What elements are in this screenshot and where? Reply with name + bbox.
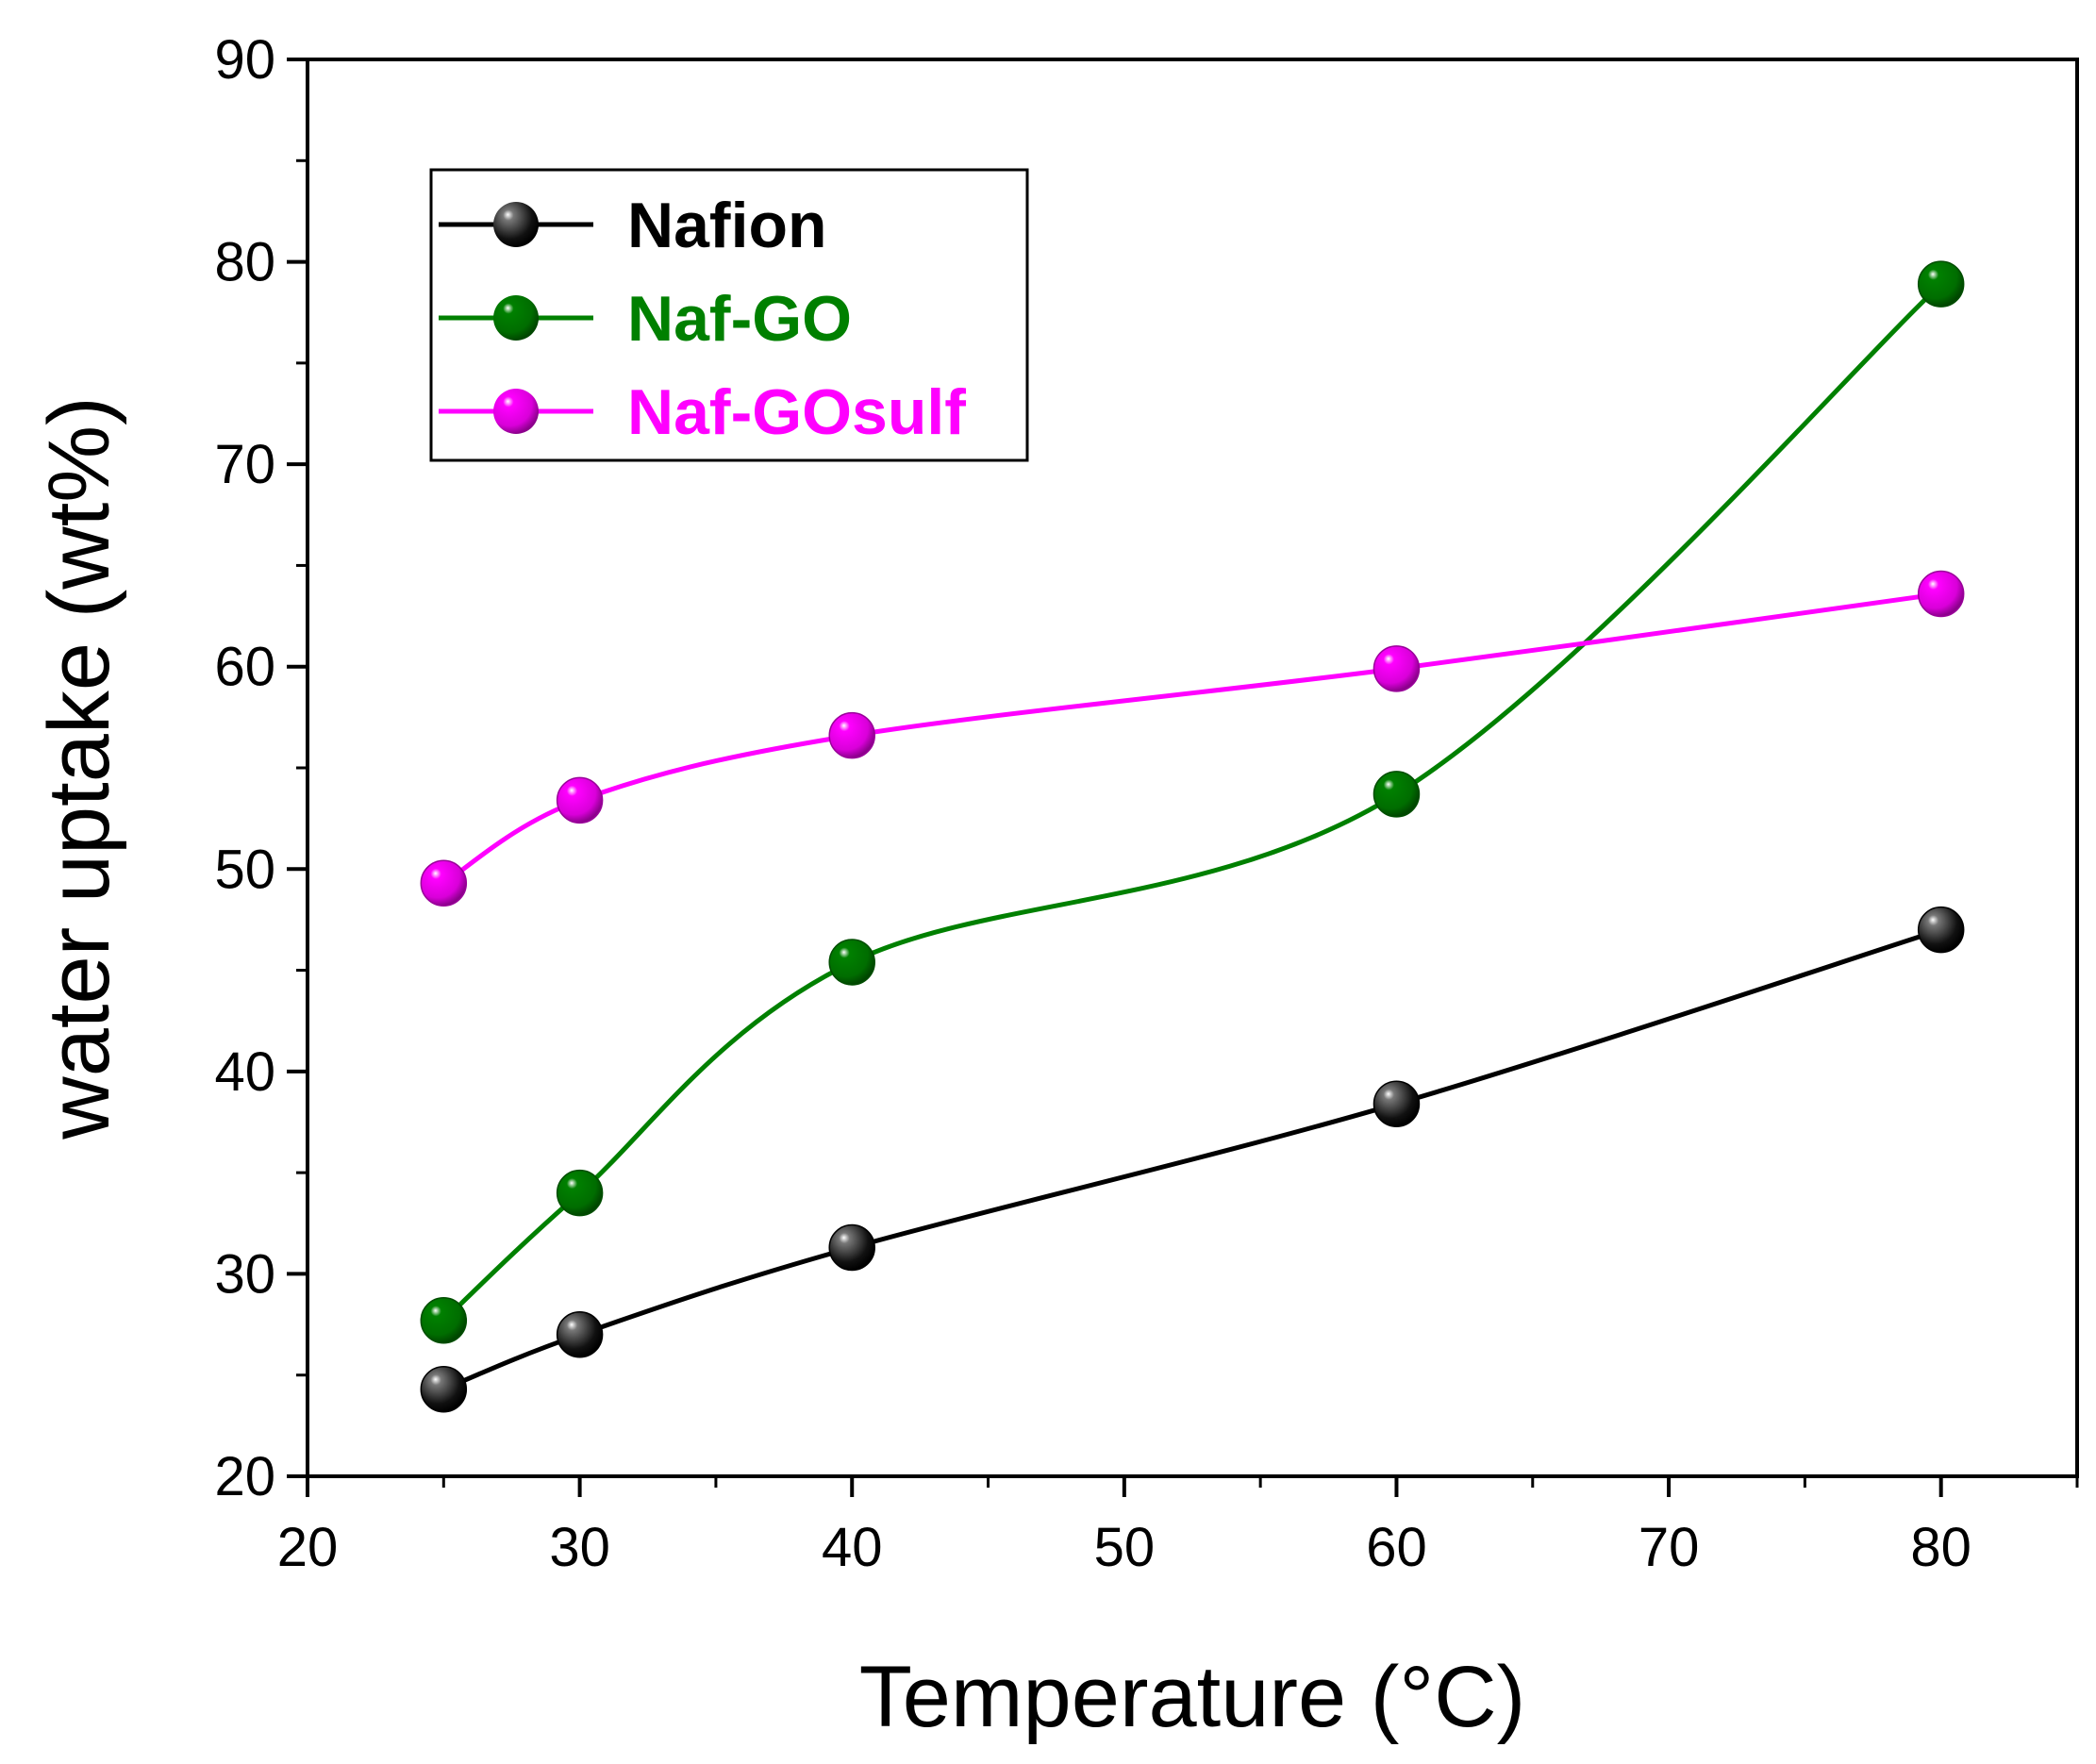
series-line-naf-gosulf [442, 591, 1942, 886]
y-tick-label: 40 [214, 1041, 275, 1103]
x-tick-label: 80 [1910, 1517, 1971, 1578]
y-tick-label: 90 [214, 29, 275, 91]
data-point-naf-gosulf [420, 859, 468, 907]
x-tick-label: 30 [549, 1517, 610, 1578]
data-point-naf-go [420, 1297, 468, 1344]
legend: Nafion Naf-GO Naf-GOsulf [429, 168, 1029, 462]
data-point-nafion [828, 1223, 875, 1272]
series-line-nafion [442, 927, 1942, 1392]
data-point-naf-go [828, 939, 875, 986]
data-point-naf-gosulf [556, 776, 604, 824]
y-tick-label: 80 [214, 232, 275, 293]
legend-label-naf-go: Naf-GO [627, 283, 852, 355]
data-point-nafion [556, 1311, 604, 1358]
data-point-naf-go [1917, 260, 1965, 308]
data-point-naf-gosulf [828, 711, 875, 759]
legend-swatch-marker-nafion [493, 202, 539, 247]
x-tick-label: 70 [1639, 1517, 1700, 1578]
x-tick-label: 20 [277, 1517, 339, 1578]
legend-swatch-marker-naf-go [493, 295, 539, 341]
x-tick-label: 50 [1094, 1517, 1156, 1578]
data-point-nafion [1917, 906, 1965, 954]
legend-swatch-marker-naf-gosulf [493, 389, 539, 434]
y-tick-label: 20 [214, 1446, 275, 1507]
series-markers [420, 260, 1965, 1413]
y-axis-title: water uptake (wt%) [31, 396, 127, 1140]
data-point-nafion [420, 1365, 468, 1413]
data-point-naf-gosulf [1372, 645, 1421, 692]
x-tick-label: 40 [822, 1517, 883, 1578]
legend-label-nafion: Nafion [627, 190, 827, 261]
y-tick-label: 50 [214, 839, 275, 900]
data-point-naf-go [556, 1169, 604, 1217]
x-axis-title: Temperature (°C) [859, 1649, 1526, 1745]
y-tick-label: 70 [214, 434, 275, 495]
axis-ticks: 20 30 40 50 60 70 80 20 30 40 50 60 70 80 90 [214, 29, 2079, 1578]
data-point-naf-go [1372, 771, 1421, 818]
x-tick-label: 60 [1366, 1517, 1427, 1578]
legend-label-naf-gosulf: Naf-GOsulf [627, 376, 966, 448]
y-tick-label: 30 [214, 1243, 275, 1305]
data-point-nafion [1372, 1080, 1421, 1127]
data-point-naf-gosulf [1917, 570, 1965, 618]
y-tick-label: 60 [214, 637, 275, 698]
